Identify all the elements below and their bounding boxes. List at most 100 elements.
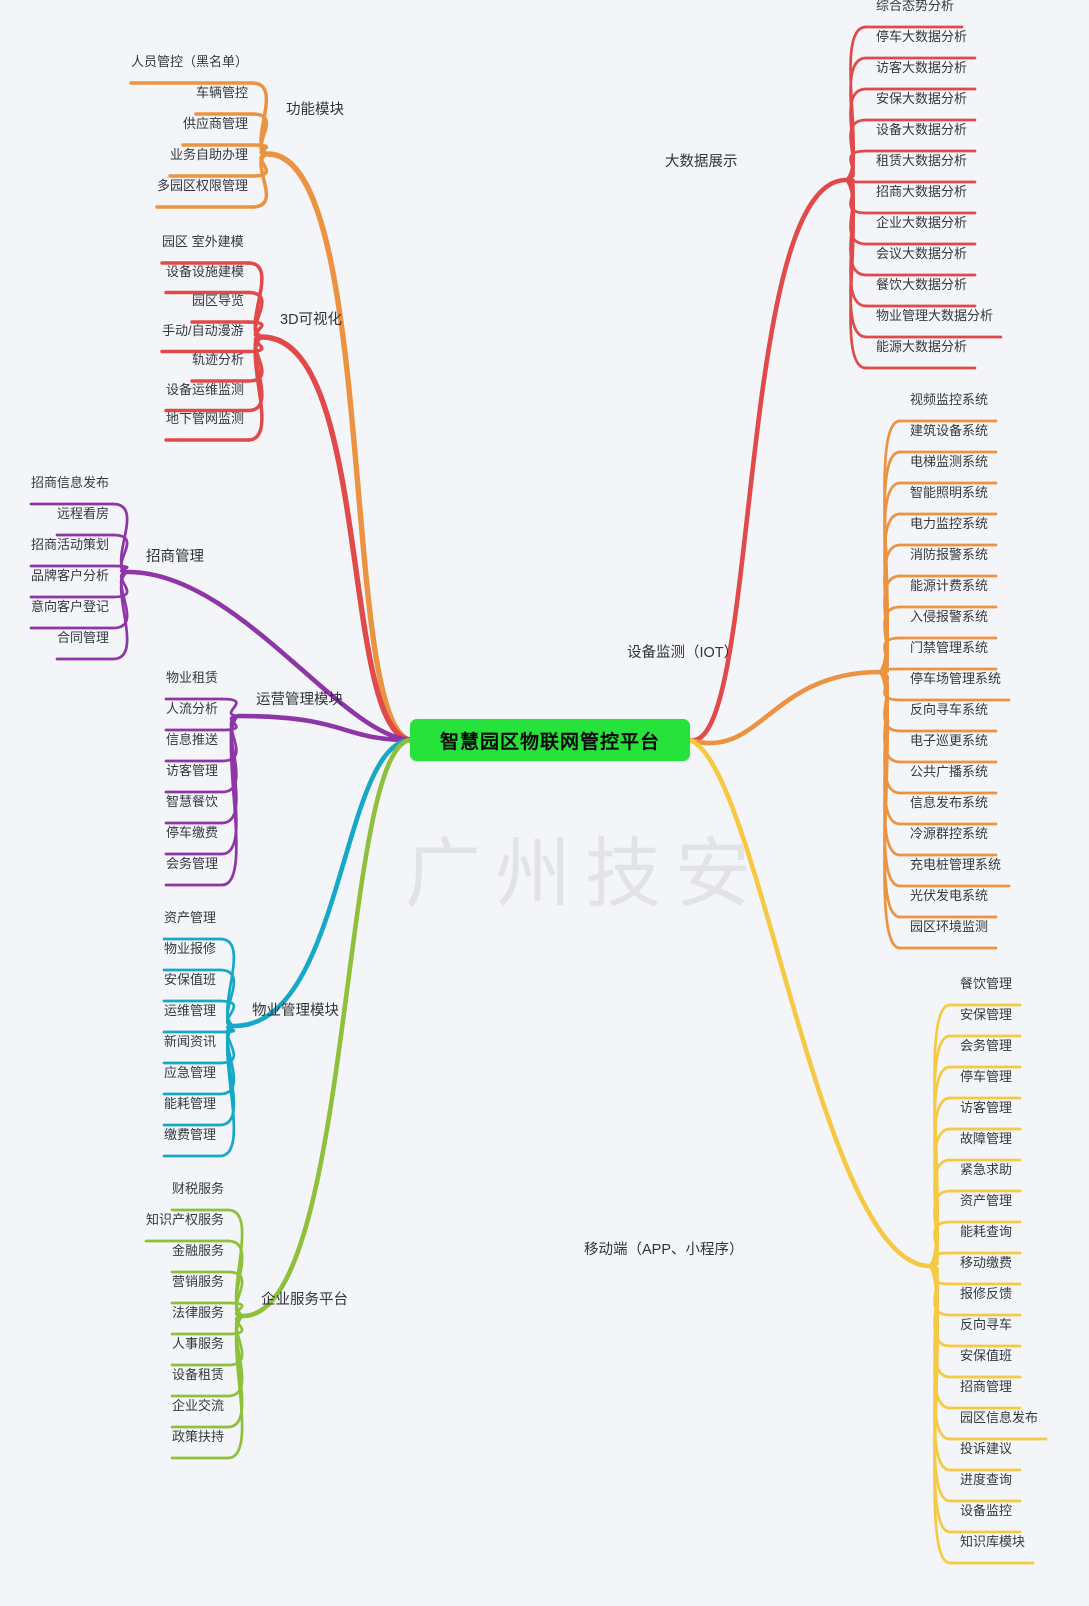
leaf-node-property-management-module-7[interactable]: 缴费管理	[160, 1126, 220, 1146]
leaf-node-investment-management-3[interactable]: 品牌客户分析	[27, 567, 113, 587]
leaf-node-property-management-module-2[interactable]: 安保值班	[160, 971, 220, 991]
leaf-node-mobile-terminal-16[interactable]: 进度查询	[956, 1471, 1016, 1491]
leaf-node-device-monitoring-iot-2[interactable]: 电梯监测系统	[906, 453, 992, 473]
leaf-node-operation-management-module-6[interactable]: 会务管理	[162, 855, 222, 875]
leaf-node-investment-management-5[interactable]: 合同管理	[53, 629, 113, 649]
leaf-node-big-data-display-2[interactable]: 访客大数据分析	[872, 59, 971, 79]
leaf-node-enterprise-service-platform-6[interactable]: 设备租赁	[168, 1366, 228, 1386]
leaf-node-function-module-2[interactable]: 供应商管理	[179, 115, 252, 135]
leaf-node-mobile-terminal-0[interactable]: 餐饮管理	[956, 975, 1016, 995]
leaf-node-device-monitoring-iot-7[interactable]: 入侵报警系统	[906, 608, 992, 628]
leaf-node-3d-visualization-1[interactable]: 设备设施建模	[162, 263, 248, 283]
leaf-node-device-monitoring-iot-8[interactable]: 门禁管理系统	[906, 639, 992, 659]
leaf-node-property-management-module-6[interactable]: 能耗管理	[160, 1095, 220, 1115]
leaf-node-mobile-terminal-9[interactable]: 移动缴费	[956, 1254, 1016, 1274]
leaf-node-big-data-display-7[interactable]: 企业大数据分析	[872, 214, 971, 234]
leaf-node-enterprise-service-platform-3[interactable]: 营销服务	[168, 1273, 228, 1293]
branch-label-function-module[interactable]: 功能模块	[282, 101, 348, 123]
leaf-node-property-management-module-5[interactable]: 应急管理	[160, 1064, 220, 1084]
leaf-node-big-data-display-10[interactable]: 物业管理大数据分析	[872, 307, 997, 327]
leaf-node-device-monitoring-iot-17[interactable]: 园区环境监测	[906, 918, 992, 938]
leaf-node-operation-management-module-0[interactable]: 物业租赁	[162, 669, 222, 689]
leaf-node-enterprise-service-platform-1[interactable]: 知识产权服务	[142, 1211, 228, 1231]
leaf-node-property-management-module-0[interactable]: 资产管理	[160, 909, 220, 929]
leaf-node-big-data-display-9[interactable]: 餐饮大数据分析	[872, 276, 971, 296]
leaf-node-mobile-terminal-1[interactable]: 安保管理	[956, 1006, 1016, 1026]
leaf-node-device-monitoring-iot-10[interactable]: 反向寻车系统	[906, 701, 992, 721]
leaf-node-enterprise-service-platform-0[interactable]: 财税服务	[168, 1180, 228, 1200]
leaf-node-investment-management-1[interactable]: 远程看房	[53, 505, 113, 525]
leaf-node-3d-visualization-4[interactable]: 轨迹分析	[188, 351, 248, 371]
leaf-node-operation-management-module-3[interactable]: 访客管理	[162, 762, 222, 782]
leaf-node-mobile-terminal-11[interactable]: 反向寻车	[956, 1316, 1016, 1336]
leaf-node-big-data-display-8[interactable]: 会议大数据分析	[872, 245, 971, 265]
leaf-node-investment-management-4[interactable]: 意向客户登记	[27, 598, 113, 618]
branch-label-property-management-module[interactable]: 物业管理模块	[248, 1002, 343, 1024]
leaf-node-property-management-module-3[interactable]: 运维管理	[160, 1002, 220, 1022]
leaf-node-function-module-4[interactable]: 多园区权限管理	[153, 177, 252, 197]
leaf-node-big-data-display-5[interactable]: 租赁大数据分析	[872, 152, 971, 172]
leaf-node-big-data-display-6[interactable]: 招商大数据分析	[872, 183, 971, 203]
leaf-node-device-monitoring-iot-9[interactable]: 停车场管理系统	[906, 670, 1005, 690]
leaf-node-3d-visualization-6[interactable]: 地下管网监测	[162, 410, 248, 430]
leaf-node-device-monitoring-iot-6[interactable]: 能源计费系统	[906, 577, 992, 597]
leaf-node-big-data-display-3[interactable]: 安保大数据分析	[872, 90, 971, 110]
leaf-node-function-module-1[interactable]: 车辆管控	[192, 84, 252, 104]
branch-label-mobile-terminal[interactable]: 移动端（APP、小程序）	[580, 1241, 748, 1263]
leaf-node-mobile-terminal-3[interactable]: 停车管理	[956, 1068, 1016, 1088]
leaf-node-mobile-terminal-10[interactable]: 报修反馈	[956, 1285, 1016, 1305]
leaf-node-device-monitoring-iot-3[interactable]: 智能照明系统	[906, 484, 992, 504]
leaf-node-enterprise-service-platform-5[interactable]: 人事服务	[168, 1335, 228, 1355]
branch-label-enterprise-service-platform[interactable]: 企业服务平台	[257, 1291, 352, 1313]
leaf-node-property-management-module-1[interactable]: 物业报修	[160, 940, 220, 960]
branch-label-investment-management[interactable]: 招商管理	[142, 548, 208, 570]
root-node[interactable]: 智慧园区物联网管控平台	[410, 719, 690, 761]
leaf-node-device-monitoring-iot-14[interactable]: 冷源群控系统	[906, 825, 992, 845]
leaf-node-operation-management-module-2[interactable]: 信息推送	[162, 731, 222, 751]
leaf-node-3d-visualization-0[interactable]: 园区 室外建模	[158, 233, 248, 253]
leaf-node-3d-visualization-3[interactable]: 手动/自动漫游	[158, 322, 248, 342]
leaf-node-big-data-display-4[interactable]: 设备大数据分析	[872, 121, 971, 141]
leaf-node-function-module-0[interactable]: 人员管控（黑名单）	[127, 53, 252, 73]
leaf-node-device-monitoring-iot-12[interactable]: 公共广播系统	[906, 763, 992, 783]
leaf-node-mobile-terminal-15[interactable]: 投诉建议	[956, 1440, 1016, 1460]
leaf-node-device-monitoring-iot-4[interactable]: 电力监控系统	[906, 515, 992, 535]
leaf-node-operation-management-module-5[interactable]: 停车缴费	[162, 824, 222, 844]
leaf-node-big-data-display-1[interactable]: 停车大数据分析	[872, 28, 971, 48]
leaf-node-mobile-terminal-18[interactable]: 知识库模块	[956, 1533, 1029, 1553]
leaf-node-mobile-terminal-13[interactable]: 招商管理	[956, 1378, 1016, 1398]
branch-label-device-monitoring-iot[interactable]: 设备监测（IOT）	[623, 644, 742, 666]
leaf-node-mobile-terminal-8[interactable]: 能耗查询	[956, 1223, 1016, 1243]
leaf-node-3d-visualization-5[interactable]: 设备运维监测	[162, 381, 248, 401]
leaf-node-3d-visualization-2[interactable]: 园区导览	[188, 292, 248, 312]
leaf-node-device-monitoring-iot-5[interactable]: 消防报警系统	[906, 546, 992, 566]
leaf-node-device-monitoring-iot-15[interactable]: 充电桩管理系统	[906, 856, 1005, 876]
leaf-node-mobile-terminal-7[interactable]: 资产管理	[956, 1192, 1016, 1212]
leaf-node-enterprise-service-platform-4[interactable]: 法律服务	[168, 1304, 228, 1324]
leaf-node-enterprise-service-platform-8[interactable]: 政策扶持	[168, 1428, 228, 1448]
leaf-node-device-monitoring-iot-11[interactable]: 电子巡更系统	[906, 732, 992, 752]
leaf-node-operation-management-module-1[interactable]: 人流分析	[162, 700, 222, 720]
leaf-node-enterprise-service-platform-7[interactable]: 企业交流	[168, 1397, 228, 1417]
leaf-node-mobile-terminal-5[interactable]: 故障管理	[956, 1130, 1016, 1150]
leaf-node-operation-management-module-4[interactable]: 智慧餐饮	[162, 793, 222, 813]
branch-label-big-data-display[interactable]: 大数据展示	[661, 153, 742, 175]
leaf-node-investment-management-2[interactable]: 招商活动策划	[27, 536, 113, 556]
leaf-node-device-monitoring-iot-13[interactable]: 信息发布系统	[906, 794, 992, 814]
leaf-node-mobile-terminal-4[interactable]: 访客管理	[956, 1099, 1016, 1119]
leaf-node-mobile-terminal-12[interactable]: 安保值班	[956, 1347, 1016, 1367]
leaf-node-mobile-terminal-14[interactable]: 园区信息发布	[956, 1409, 1042, 1429]
leaf-node-investment-management-0[interactable]: 招商信息发布	[27, 474, 113, 494]
leaf-node-mobile-terminal-2[interactable]: 会务管理	[956, 1037, 1016, 1057]
leaf-node-device-monitoring-iot-1[interactable]: 建筑设备系统	[906, 422, 992, 442]
leaf-node-device-monitoring-iot-16[interactable]: 光伏发电系统	[906, 887, 992, 907]
leaf-node-device-monitoring-iot-0[interactable]: 视频监控系统	[906, 391, 992, 411]
leaf-node-big-data-display-0[interactable]: 综合态势分析	[872, 0, 958, 17]
branch-label-3d-visualization[interactable]: 3D可视化	[276, 311, 346, 333]
leaf-node-function-module-3[interactable]: 业务自助办理	[166, 146, 252, 166]
leaf-node-enterprise-service-platform-2[interactable]: 金融服务	[168, 1242, 228, 1262]
leaf-node-mobile-terminal-17[interactable]: 设备监控	[956, 1502, 1016, 1522]
branch-label-operation-management-module[interactable]: 运营管理模块	[252, 691, 347, 713]
leaf-node-mobile-terminal-6[interactable]: 紧急求助	[956, 1161, 1016, 1181]
leaf-node-property-management-module-4[interactable]: 新闻资讯	[160, 1033, 220, 1053]
